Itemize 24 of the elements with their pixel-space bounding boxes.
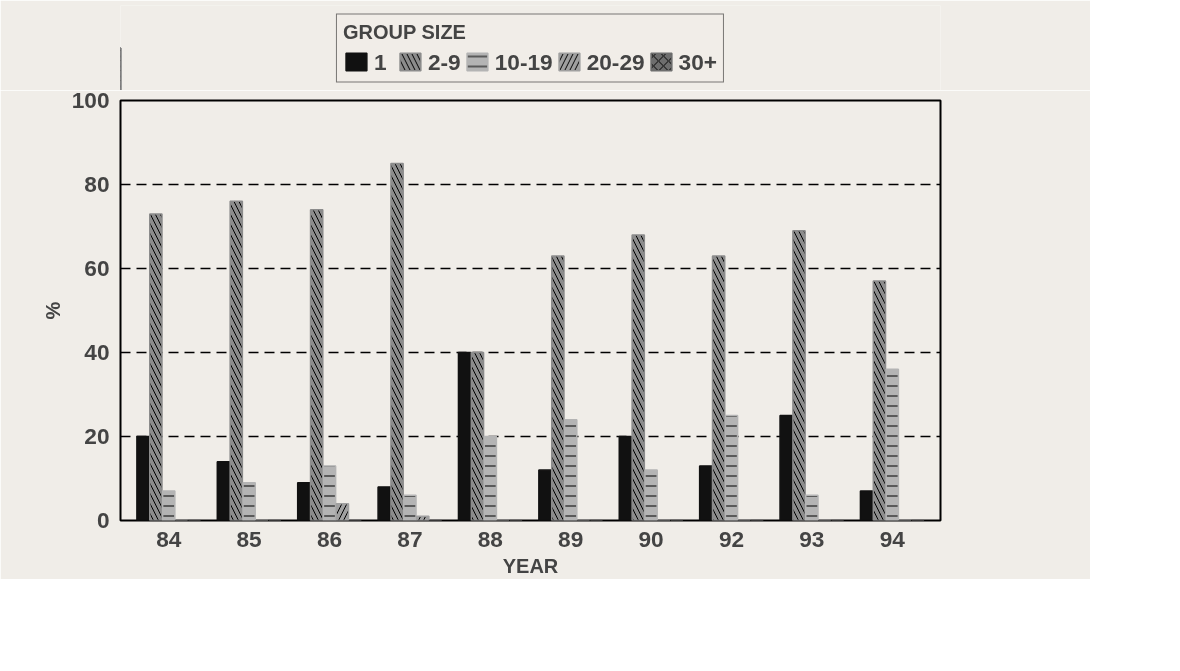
y-tick-label: 60 (84, 255, 110, 281)
x-tick-label: 92 (718, 525, 745, 552)
y-tick-label: 40 (84, 339, 110, 365)
x-tick-label: 93 (799, 525, 825, 552)
y-tick-label: 20 (84, 423, 110, 449)
legend-label: 1 (373, 48, 388, 75)
legend-label: 30+ (678, 48, 718, 75)
y-axis-title: % (41, 301, 64, 320)
x-tick-label: 89 (558, 525, 584, 552)
y-tick-label: 0 (96, 507, 110, 533)
x-tick-label: 88 (477, 525, 503, 552)
legend-label: 2-9 (427, 48, 461, 75)
legend-label: 10-19 (494, 48, 553, 75)
x-tick-label: 90 (638, 525, 664, 552)
y-tick-label: 100 (71, 87, 110, 113)
x-tick-label: 94 (879, 525, 906, 552)
legend-label: 20-29 (586, 48, 645, 75)
x-tick-label: 84 (156, 525, 182, 552)
x-tick-label: 86 (316, 525, 343, 552)
x-tick-label: 87 (397, 525, 423, 552)
x-axis-title: YEAR (502, 554, 559, 577)
y-tick-label: 80 (84, 171, 110, 197)
legend-title: GROUP SIZE (342, 20, 467, 43)
x-tick-label: 85 (236, 525, 262, 552)
